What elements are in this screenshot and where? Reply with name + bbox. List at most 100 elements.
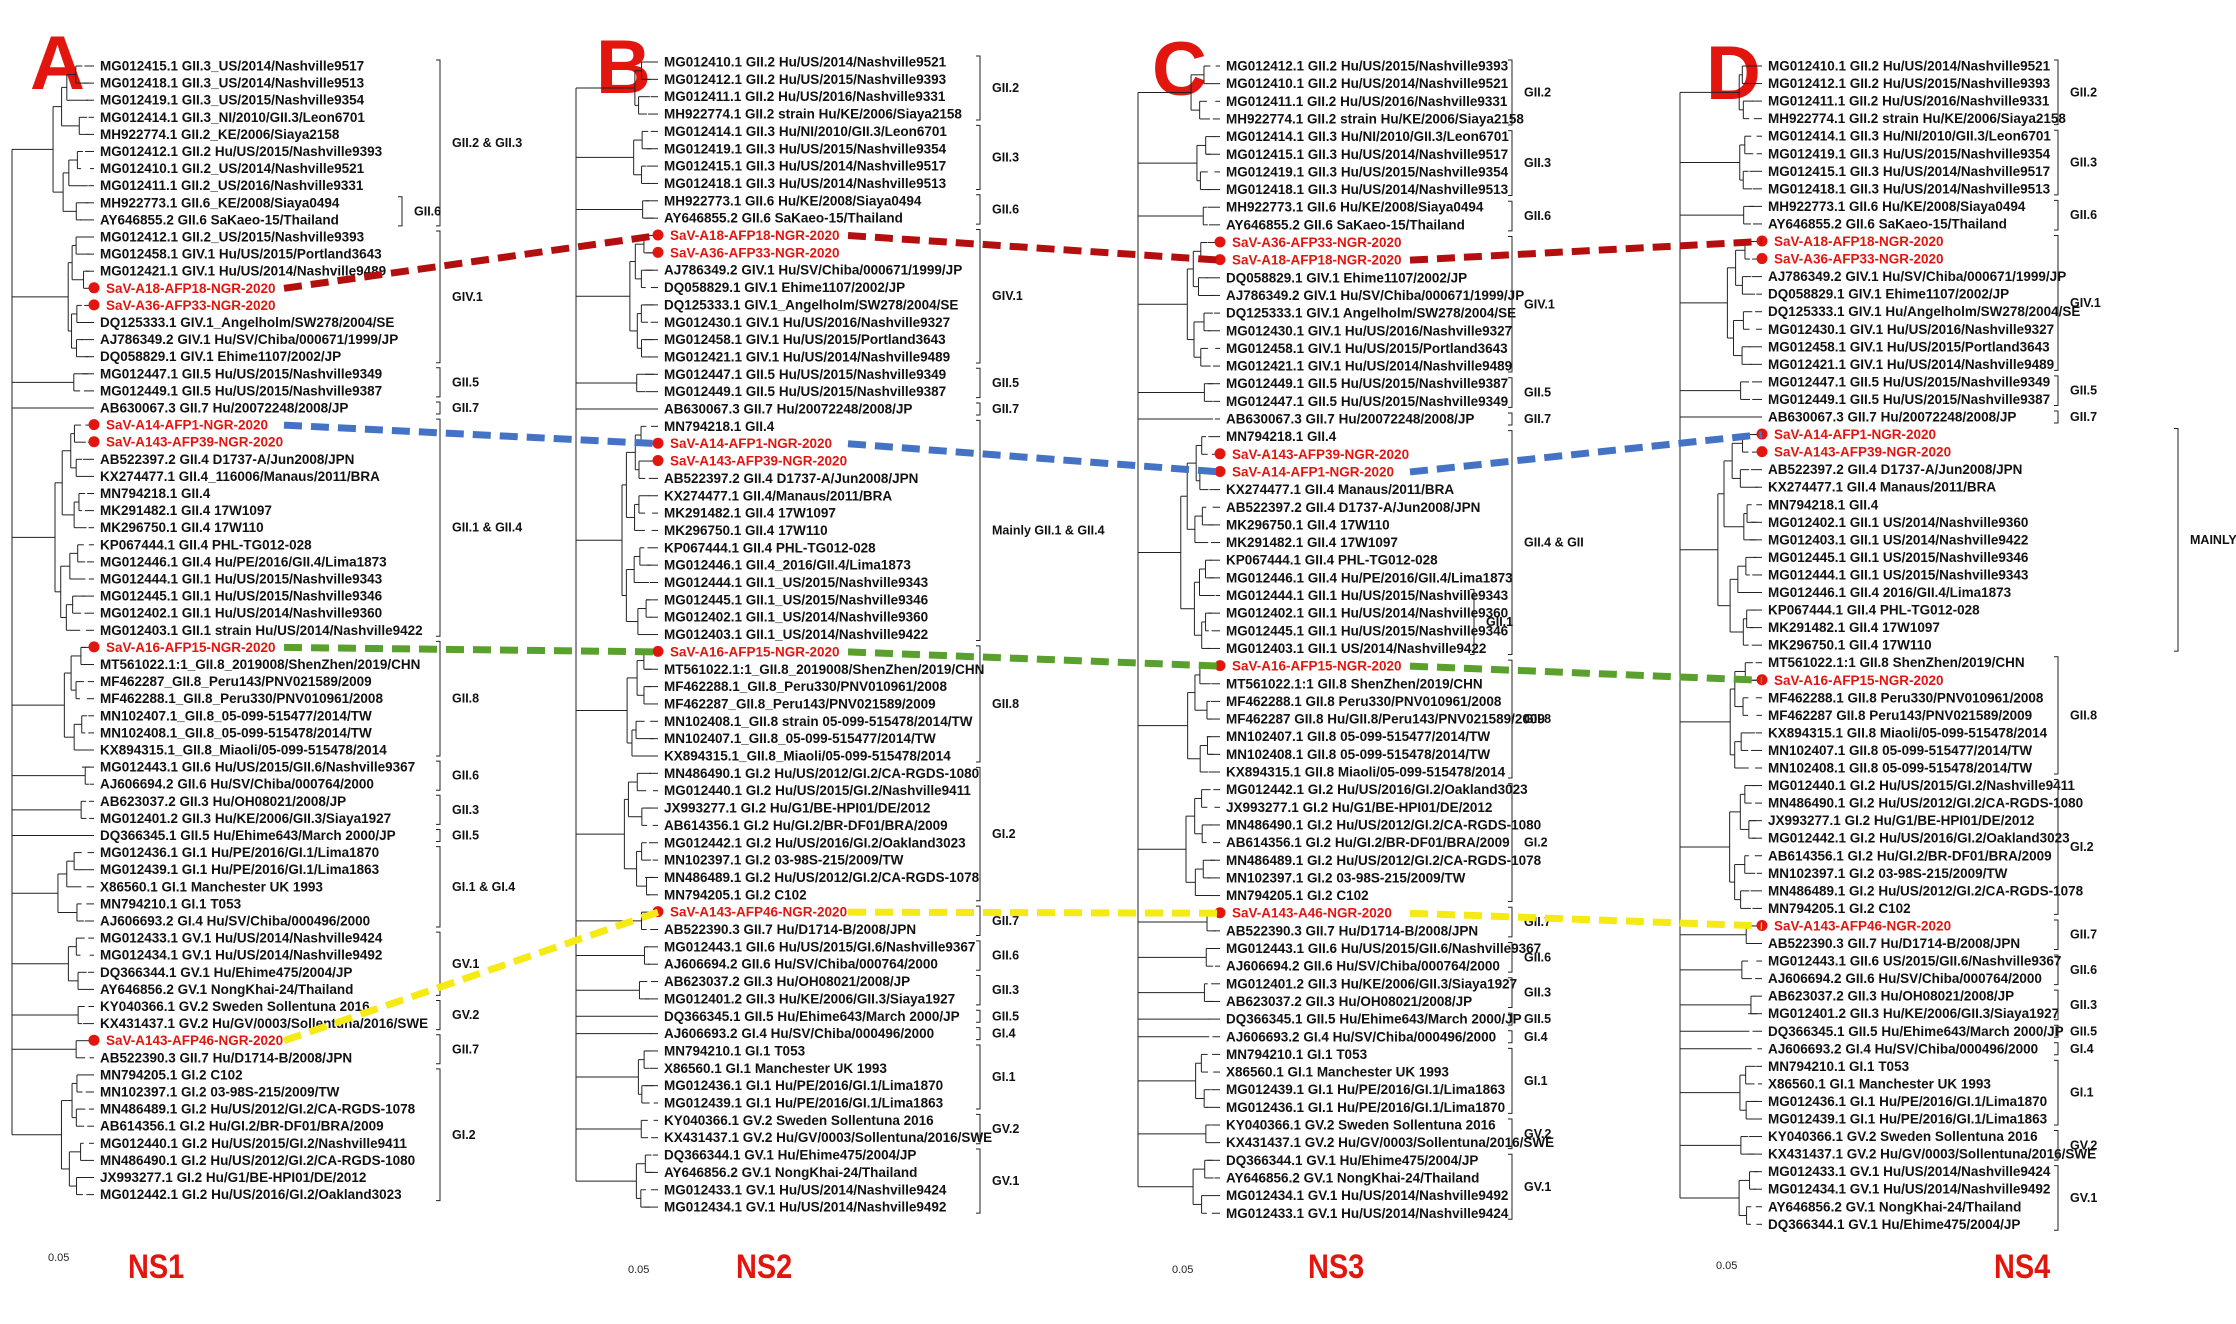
- highlighted-leaf-label: SaV-A143-AFP39-NGR-2020: [1232, 447, 1409, 462]
- leaf-label: AB630067.3 GII.7 Hu/20072248/2008/JP: [100, 401, 348, 416]
- leaf-label: JX993277.1 GI.2 Hu/G1/BE-HPI01/DE/2012: [100, 1170, 366, 1185]
- leaf-label: KX274477.1 GII.4 Manaus/2011/BRA: [1226, 482, 1454, 497]
- clade-label: GII.6: [992, 202, 1019, 216]
- leaf-label: MG012421.1 GIV.1 Hu/US/2014/Nashville948…: [1768, 357, 2054, 372]
- highlight-dot-icon: [1756, 428, 1768, 440]
- clade-label: GII.7: [992, 914, 1019, 928]
- leaf-label: AY646856.2 GV.1 NongKhai-24/Thailand: [664, 1165, 917, 1180]
- leaf-label: MK296750.1 GII.4 17W110: [664, 523, 828, 538]
- clade-bracket: [2054, 989, 2059, 1021]
- leaf-label: MG012403.1 GII.1 US/2014/Nashville9422: [1226, 641, 1486, 656]
- clade-label: GV.2: [1524, 1127, 1551, 1141]
- leaf-label: MG012449.1 GII.5 Hu/US/2015/Nashville938…: [1768, 392, 2050, 407]
- leaf-label: AB522397.2 GII.4 D1737-A/Jun2008/JPN: [1768, 462, 2022, 477]
- leaf-label: KP067444.1 GII.4 PHL-TG012-028: [100, 537, 312, 552]
- clade-bracket: [1508, 1047, 1513, 1114]
- leaf-label: AB522390.3 GII.7 Hu/D1714-B/2008/JPN: [1226, 923, 1478, 938]
- leaf-label: AB614356.1 GI.2 Hu/GI.2/BR-DF01/BRA/2009: [1768, 848, 2052, 863]
- leaf-label: MG012414.1 GII.3_NI/2010/GII.3/Leon6701: [100, 110, 365, 125]
- clade-bracket: [976, 940, 981, 971]
- leaf-label: DQ366345.1 GII.5 Hu/Ehime643/March 2000/…: [1226, 1012, 1522, 1027]
- clade-label: GI.1: [2070, 1086, 2094, 1100]
- highlight-dot-icon: [88, 1034, 100, 1046]
- clade-bracket: [2054, 199, 2059, 231]
- leaf-label: MG012415.1 GII.3 Hu/US/2014/Nashville951…: [1768, 164, 2050, 179]
- clade-bracket: [976, 419, 981, 642]
- leaf-label: MG012412.1 GII.2_US/2015/Nashville9393: [100, 230, 365, 245]
- clade-bracket: [976, 1009, 981, 1023]
- leaf-label: MN794218.1 GII.4: [1226, 429, 1337, 444]
- highlighted-leaf-label: SaV-A36-AFP33-NGR-2020: [106, 298, 276, 313]
- tree-ns4: MG012410.1 GII.2 Hu/US/2014/Nashville952…: [1679, 59, 2236, 1232]
- leaf-label: MF462288.1_GII.8_Peru330/PNV010961/2008: [664, 679, 947, 694]
- leaf-label: MT561022.1:1 GII.8 ShenZhen/2019/CHN: [1226, 676, 1483, 691]
- leaf-label: MG012443.1 GII.6 Hu/US/2015/GII.6/Nashvi…: [1226, 941, 1541, 956]
- leaf-label: X86560.1 GI.1 Manchester UK 1993: [100, 879, 323, 894]
- leaf-label: MG012415.1 GII.3 Hu/US/2014/Nashville951…: [664, 159, 946, 174]
- leaf-label: MG012434.1 GV.1 Hu/US/2014/Nashville9492: [1226, 1188, 1508, 1203]
- clade-bracket: [1508, 59, 1513, 126]
- leaf-label: DQ366344.1 GV.1 Hu/Ehime475/2004/JP: [664, 1148, 916, 1163]
- leaf-label: AB614356.1 GI.2 Hu/GI.2/BR-DF01/BRA/2009: [1226, 835, 1510, 850]
- clade-label: GII.7: [992, 402, 1019, 416]
- leaf-label: MN794205.1 GI.2 C102: [100, 1067, 243, 1082]
- panel-name: NS1: [128, 1248, 185, 1286]
- clade-bracket: [2054, 1130, 2059, 1161]
- clade-bracket: [1508, 1118, 1513, 1150]
- leaf-label: MN102408.1 GII.8 05-099-515478/2014/TW: [1226, 747, 1490, 762]
- leaf-label: AY646856.2 GV.1 NongKhai-24/Thailand: [1226, 1170, 1479, 1185]
- leaf-label: MF462287 GII.8 Peru143/PNV021589/2009: [1768, 708, 2032, 723]
- clade-bracket: [436, 418, 441, 637]
- leaf-label: AB623037.2 GII.3 Hu/OH08021/2008/JP: [100, 794, 346, 809]
- leaf-label: AJ786349.2 GIV.1 Hu/SV/Chiba/000671/1999…: [664, 263, 962, 278]
- clade-bracket: [398, 196, 403, 227]
- leaf-label: MG012434.1 GV.1 Hu/US/2014/Nashville9492: [1768, 1182, 2050, 1197]
- clade-label: GII.5: [992, 1009, 1019, 1023]
- highlighted-leaf-label: SaV-A18-AFP18-NGR-2020: [1774, 234, 1944, 249]
- leaf-label: MG012415.1 GII.3 Hu/US/2014/Nashville951…: [1226, 147, 1508, 162]
- tree-ns2: MG012410.1 GII.2 Hu/US/2014/Nashville952…: [575, 55, 1105, 1215]
- clade-label: GII.2: [2070, 85, 2097, 99]
- leaf-label: MG012430.1 GIV.1 Hu/US/2016/Nashville932…: [664, 315, 950, 330]
- leaf-label: KX894315.1_GII.8_Miaoli/05-099-515478/20…: [100, 743, 387, 758]
- leaf-label: MG012421.1 GIV.1 Hu/US/2014/Nashville948…: [664, 349, 950, 364]
- highlighted-leaf-label: SaV-A36-AFP33-NGR-2020: [670, 245, 840, 260]
- highlight-dot-icon: [652, 229, 664, 241]
- clade-label: GII.5: [1524, 1012, 1551, 1026]
- leaf-label: MN486490.1 GI.2 Hu/US/2012/GI.2/CA-RGDS-…: [100, 1153, 415, 1168]
- clade-bracket: [1508, 1153, 1513, 1220]
- clade-bracket: [976, 55, 981, 121]
- clade-bracket: [1508, 906, 1513, 938]
- highlight-dot-icon: [1214, 254, 1226, 266]
- clade-label: GII.3: [2070, 998, 2097, 1012]
- clade-label: GII.7: [452, 401, 479, 415]
- clade-label: GII.8: [1524, 712, 1551, 726]
- leaf-label: DQ366345.1 GII.5 Hu/Ehime643/March 2000/…: [664, 1009, 960, 1024]
- clade-label: GII.6: [452, 769, 479, 783]
- clade-bracket: [2054, 1024, 2059, 1038]
- leaf-label: MF462288.1_GII.8_Peru330/PNV010961/2008: [100, 691, 383, 706]
- leaf-label: MN102407.1 GII.8 05-099-515477/2014/TW: [1768, 743, 2032, 758]
- leaf-label: KY040366.1 GV.2 Sweden Sollentuna 2016: [1768, 1129, 2038, 1144]
- leaf-label: MG012418.1 GII.3 Hu/US/2014/Nashville951…: [1226, 182, 1509, 197]
- clade-label: GII.6: [992, 949, 1019, 963]
- clade-bracket: [1470, 589, 1475, 655]
- clade-bracket: [436, 794, 441, 825]
- leaf-label: AB522397.2 GII.4 D1737-A/Jun2008/JPN: [1226, 500, 1480, 515]
- clade-bracket: [2054, 1042, 2059, 1056]
- leaf-label: MG012442.1 GI.2 Hu/US/2016/GI.2/Oakland3…: [1768, 831, 2070, 846]
- clade-label: GII.1: [1486, 615, 1513, 629]
- leaf-label: MN102397.1 GI.2 03-98S-215/2009/TW: [100, 1085, 340, 1100]
- leaf-label: MN102408.1_GII.8_05-099-515478/2014/TW: [100, 725, 372, 740]
- leaf-label: MG012445.1 GII.1 Hu/US/2015/Nashville934…: [100, 589, 383, 604]
- leaf-label: MN794218.1 GII.4: [664, 419, 775, 434]
- leaf-label: MG012418.1 GII.3_US/2014/Nashville9513: [100, 76, 365, 91]
- clade-label: GIV.1: [992, 289, 1023, 303]
- leaf-label: MG012446.1 GII.4_2016/GII.4/Lima1873: [664, 558, 911, 573]
- leaf-label: KY040366.1 GV.2 Sweden Sollentuna 2016: [664, 1113, 934, 1128]
- leaf-label: MN486490.1 GI.2 Hu/US/2012/GI.2/CA-RGDS-…: [1768, 796, 2083, 811]
- clade-label: GII.7: [2070, 928, 2097, 942]
- clade-label: MAINLY GII.4 & GII.1: [2190, 533, 2236, 547]
- clade-label: GII.7: [2070, 410, 2097, 424]
- leaf-label: DQ125333.1 GIV.1 Hu/Angelholm/SW278/2004…: [1768, 304, 2080, 319]
